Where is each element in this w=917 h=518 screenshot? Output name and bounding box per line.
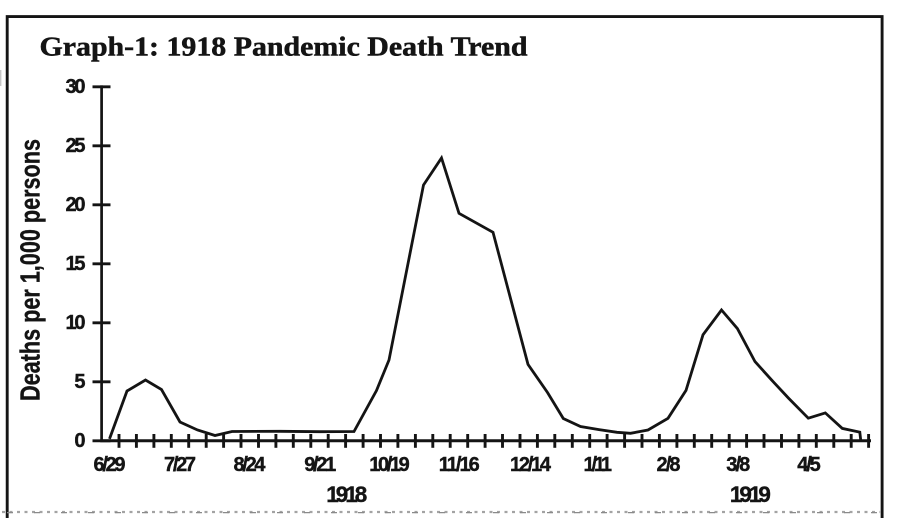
svg-text:8/24: 8/24 [234,454,267,476]
svg-text:1/11: 1/11 [584,454,613,476]
svg-text:15: 15 [66,253,86,275]
svg-text:2/8: 2/8 [657,454,681,476]
svg-text:7/27: 7/27 [164,454,196,476]
svg-text:12/14: 12/14 [510,454,552,476]
svg-text:10: 10 [66,312,86,334]
svg-text:Graph-1: 1918 Pandemic Death T: Graph-1: 1918 Pandemic Death Trend [40,32,528,62]
svg-text:11/16: 11/16 [439,454,480,476]
svg-text:3/8: 3/8 [726,454,750,476]
svg-text:1919: 1919 [730,482,771,507]
svg-text:30: 30 [66,76,86,98]
svg-text:25: 25 [66,135,86,157]
svg-text:4/5: 4/5 [797,454,821,476]
svg-text:1918: 1918 [326,482,367,507]
svg-text:9/21: 9/21 [304,454,336,476]
svg-text:5: 5 [74,371,85,393]
svg-text:Deaths per 1,000 persons: Deaths per 1,000 persons [15,139,46,401]
svg-text:10/19: 10/19 [369,454,410,476]
svg-text:20: 20 [66,194,86,216]
svg-text:6/29: 6/29 [94,454,126,476]
svg-text:0: 0 [74,430,85,452]
